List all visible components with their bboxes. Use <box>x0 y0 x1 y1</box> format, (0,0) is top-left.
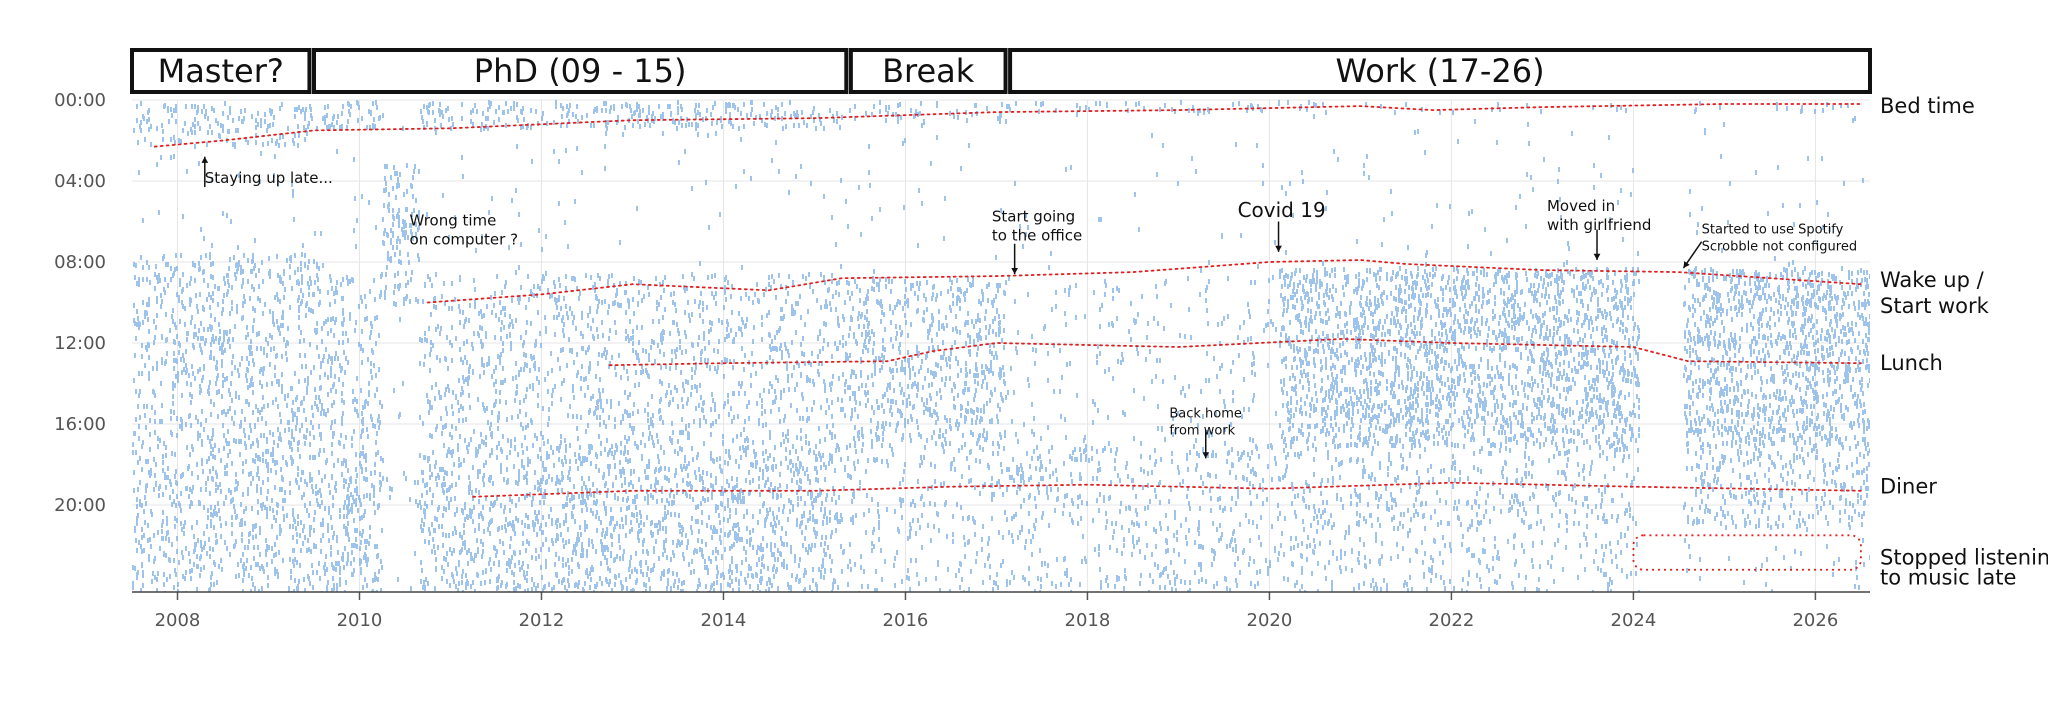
annotation-arrowhead <box>201 156 209 163</box>
guide-line <box>472 481 1862 498</box>
right-label: to music late <box>1880 566 2016 590</box>
right-label: Lunch <box>1880 351 1943 375</box>
period-bar: Master? PhD (09 - 15) Break Work (17-26) <box>130 48 1872 94</box>
right-label: Wake up / <box>1880 268 1985 292</box>
guide-line <box>426 259 1862 304</box>
y-tick-label: 20:00 <box>54 495 106 516</box>
annotation-text: Wrong time <box>410 211 497 229</box>
x-tick-label: 2024 <box>1611 610 1657 631</box>
annotation-text: Back home <box>1169 407 1242 422</box>
annotation-text: with girlfriend <box>1547 216 1652 234</box>
right-label: Bed time <box>1880 94 1975 118</box>
right-label: Start work <box>1880 294 1990 318</box>
annotation-text: Moved in <box>1547 197 1615 215</box>
period-box <box>848 48 1008 94</box>
period-box <box>1008 48 1872 94</box>
annotation-text: Started to use Spotify <box>1702 222 1844 237</box>
annotation-arrowhead <box>1593 253 1601 260</box>
guide-line <box>608 337 1862 367</box>
late-listening-box <box>1632 534 1862 571</box>
y-tick-label: 00:00 <box>54 90 106 111</box>
annotation-text: to the office <box>992 226 1082 244</box>
annotation-text: Covid 19 <box>1238 198 1326 222</box>
annotation-text: Start going <box>992 207 1075 225</box>
right-label: Stopped listening <box>1880 546 2048 570</box>
x-tick-label: 2020 <box>1247 610 1293 631</box>
annotation-text: Staying up late... <box>205 169 333 187</box>
x-tick-label: 2016 <box>883 610 929 631</box>
y-tick-label: 08:00 <box>54 252 106 273</box>
x-tick-label: 2008 <box>155 610 201 631</box>
y-tick-label: 12:00 <box>54 333 106 354</box>
period-box <box>130 48 312 94</box>
annotation-arrowhead <box>1202 452 1210 459</box>
x-tick-label: 2018 <box>1065 610 1111 631</box>
guide-lines <box>153 103 1862 498</box>
axes: 2008 2010 2012 2014 2016 2018 2020 2022 2024 2026… <box>54 90 1870 631</box>
annotation-arrowhead <box>1011 267 1019 275</box>
x-tick-label: 2026 <box>1792 610 1838 631</box>
annotation-text: from work <box>1169 424 1235 439</box>
annotation-arrowhead <box>1275 245 1282 252</box>
guide-line <box>153 103 1862 148</box>
period-label: Break <box>882 52 975 90</box>
annotation-arrowhead <box>1683 261 1690 269</box>
right-label: Diner <box>1880 475 1937 499</box>
period-box <box>311 48 849 94</box>
x-tick-label: 2012 <box>519 610 565 631</box>
annotation-text: Scrobble not configured <box>1702 239 1857 254</box>
x-tick-label: 2010 <box>337 610 383 631</box>
y-tick-label: 16:00 <box>54 414 106 435</box>
annotation-text: on computer ? <box>410 230 519 248</box>
dot-cloud <box>132 100 1870 592</box>
right-labels: Bed time Wake up /Start work Lunch Diner Sto… <box>1880 94 2048 590</box>
x-tick-label: 2014 <box>701 610 747 631</box>
listening-dots <box>132 100 1870 592</box>
x-tick-label: 2022 <box>1429 610 1475 631</box>
period-label: Master? <box>158 52 284 90</box>
y-tick-label: 04:00 <box>54 171 106 192</box>
period-label: PhD (09 - 15) <box>474 52 687 90</box>
period-label: Work (17-26) <box>1335 52 1544 90</box>
